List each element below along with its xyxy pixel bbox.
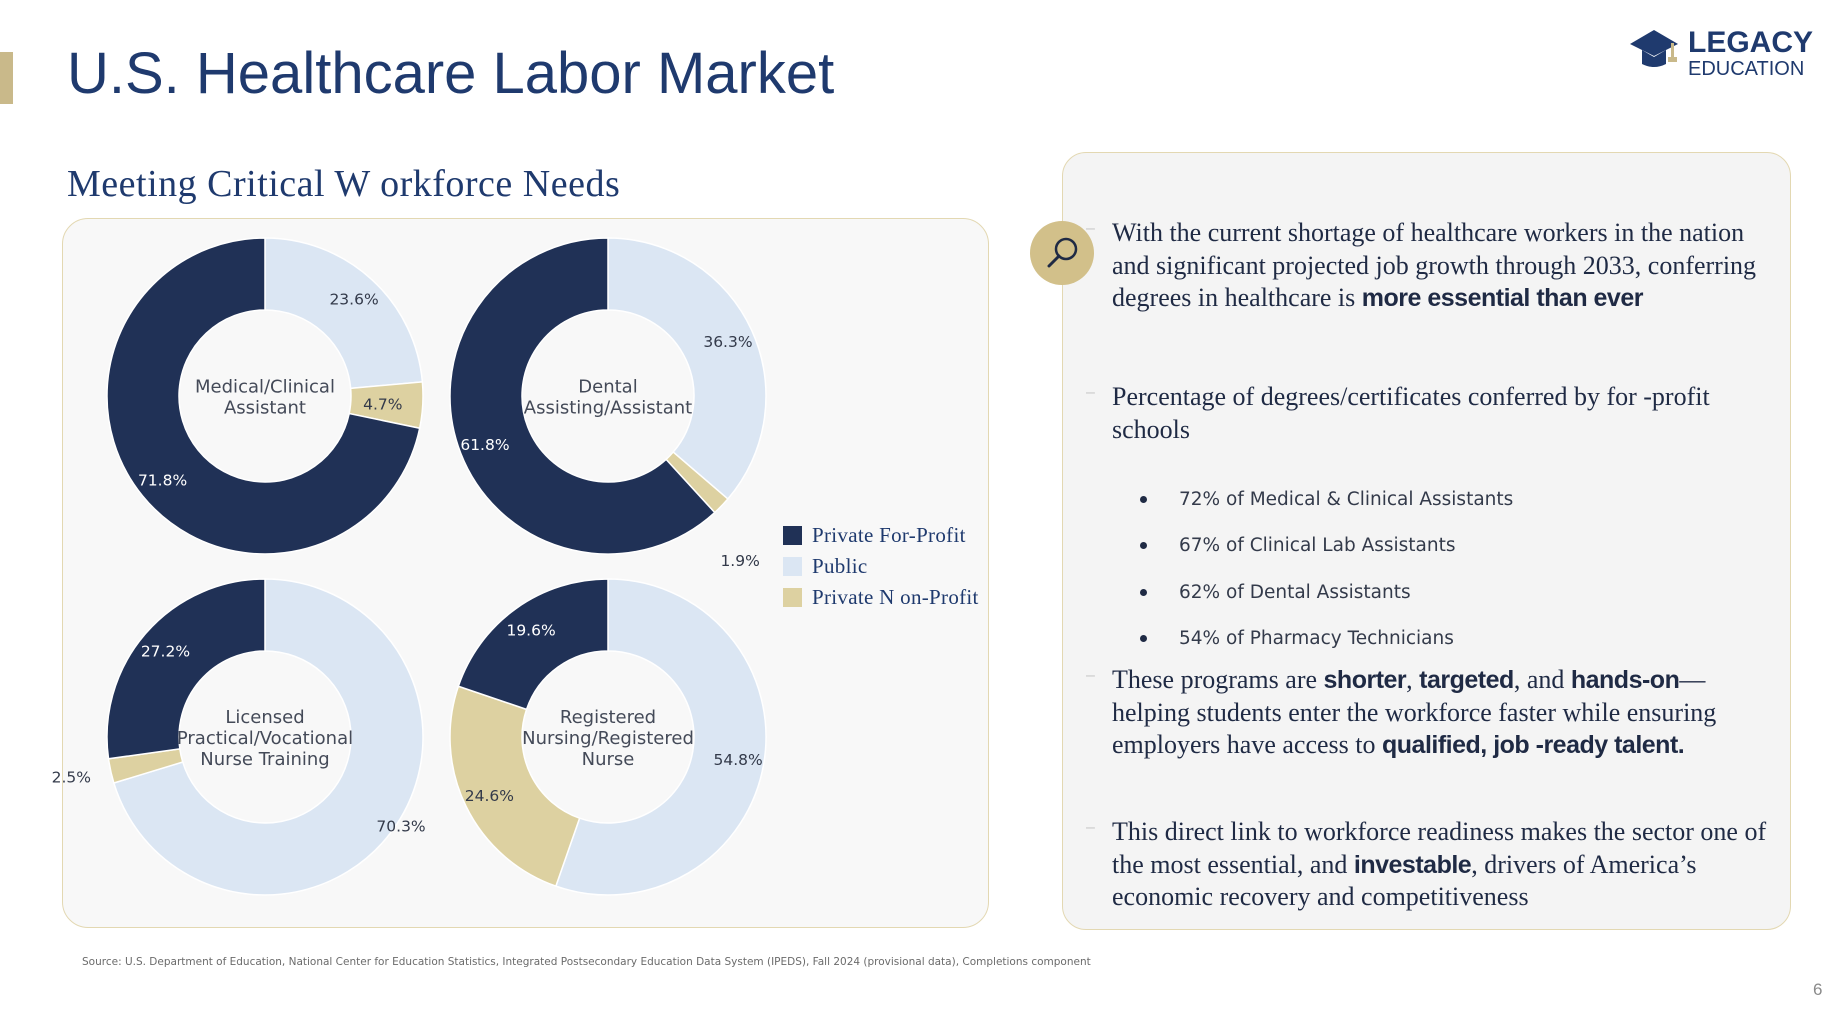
bullet-text: 62% of Dental Assistants	[1179, 581, 1411, 603]
logo-line-1: LEGACY	[1688, 26, 1814, 59]
legend-label: Private N on-Profit	[812, 585, 979, 609]
bullet-dash: –	[1086, 667, 1095, 684]
donut-slice-public	[264, 237, 424, 390]
data-label: 4.7%	[363, 396, 402, 414]
p3-bold: targeted	[1419, 666, 1514, 694]
insight-paragraph-4: This direct link to workforce readiness …	[1112, 816, 1772, 914]
p3-text: — helping students enter the workforce f…	[1112, 665, 1717, 759]
data-label: 61.8%	[460, 436, 509, 454]
bullet-text: 72% of Medical & Clinical Assistants	[1179, 488, 1514, 510]
bullet-text: 67% of Clinical Lab Assistants	[1179, 535, 1456, 557]
data-label: 1.9%	[720, 552, 759, 570]
legend-item-private-for-profit: Private For-Profit	[783, 520, 979, 551]
donut-center-label: Nursing/Registered	[522, 728, 694, 749]
donut-slice-public	[607, 237, 767, 501]
bullet-dash: –	[1086, 819, 1095, 836]
legend-label: Public	[812, 554, 868, 578]
data-label: 2.5%	[52, 769, 91, 787]
donut-center-label: Dental	[578, 377, 637, 398]
p4-bold: investable	[1353, 850, 1472, 879]
p3-bold: qualified, job -ready talent.	[1382, 731, 1685, 759]
donut-slice-public	[112, 578, 424, 896]
donut-center-label: Medical/Clinical	[195, 377, 335, 398]
legend-swatch-navy	[783, 526, 802, 545]
data-label: 70.3%	[376, 818, 425, 836]
list-item: 62% of Dental Assistants	[1140, 569, 1513, 616]
for-profit-bullet-list: 72% of Medical & Clinical Assistants 67%…	[1140, 476, 1513, 662]
p1-text: With the current shortage of healthcare …	[1112, 218, 1757, 312]
donut-slice-public	[554, 578, 767, 896]
title-accent-bar	[0, 52, 13, 104]
legend-item-public: Public	[783, 551, 979, 582]
donut-center-label: Registered	[560, 707, 656, 728]
legacy-education-logo-icon	[1630, 30, 1678, 67]
donut-slice-private-for-profit	[449, 237, 716, 555]
legend-label: Private For-Profit	[812, 523, 966, 547]
p3-bold: hands-on	[1570, 666, 1680, 694]
list-item: 72% of Medical & Clinical Assistants	[1140, 476, 1513, 523]
p3-text: ,	[1406, 665, 1420, 694]
logo-line-2: EDUCATION	[1688, 58, 1805, 80]
data-label: 54.8%	[714, 751, 763, 769]
p3-bold: shorter	[1323, 666, 1407, 694]
donut-center-label: Nurse Training	[200, 749, 329, 770]
p4-text: , drivers of America’s economic recovery…	[1112, 849, 1697, 912]
p1-bold: more essential than ever	[1361, 284, 1644, 312]
logo-wordmark: LEGACY EDUCATION	[1688, 26, 1814, 80]
insight-paragraph-1: With the current shortage of healthcare …	[1112, 217, 1772, 315]
bullet-dot	[1140, 635, 1147, 643]
bullet-dot	[1140, 542, 1147, 550]
bullet-dash: –	[1086, 220, 1095, 237]
donut-center-label: Licensed	[225, 707, 304, 728]
legend-swatch-tan	[783, 588, 802, 607]
data-label: 24.6%	[465, 787, 514, 805]
list-item: 54% of Pharmacy Technicians	[1140, 616, 1513, 663]
donut-slice-private-for-profit	[457, 578, 609, 711]
data-label: 19.6%	[506, 622, 555, 640]
bullet-dot	[1140, 588, 1147, 596]
donut-center-label: Assistant	[224, 398, 306, 419]
legend-swatch-light-blue	[783, 557, 802, 576]
donut-center-label: Nurse	[582, 749, 635, 770]
insight-paragraph-2: Percentage of degrees/certificates confe…	[1112, 382, 1710, 444]
data-label: 71.8%	[138, 471, 187, 489]
p3-text: , and	[1513, 665, 1571, 694]
page-number: 6	[1813, 980, 1823, 999]
magnifier-icon-badge	[1030, 221, 1094, 285]
bullet-dash: –	[1086, 384, 1095, 401]
insight-paragraph-3: These programs are shorter, targeted, an…	[1112, 664, 1772, 762]
bullet-dot	[1140, 495, 1147, 503]
donut-center-label: Assisting/Assistant	[524, 398, 692, 419]
donut-center-label: Practical/Vocational	[177, 728, 353, 749]
data-label: 27.2%	[141, 642, 190, 660]
list-item: 67% of Clinical Lab Assistants	[1140, 523, 1513, 570]
p4-text: This direct link to workforce readiness …	[1112, 817, 1767, 879]
donut-slice-private-for-profit	[106, 237, 421, 555]
chart-legend: Private For-Profit Public Private N on-P…	[783, 520, 979, 613]
insights-panel	[1062, 152, 1791, 930]
source-note: Source: U.S. Department of Education, Na…	[82, 956, 1091, 968]
page-title: U.S. Healthcare Labor Market	[67, 41, 835, 106]
donut-slice-private-non-profit	[449, 685, 581, 888]
bullet-text: 54% of Pharmacy Technicians	[1179, 628, 1454, 650]
legend-item-private-non-profit: Private N on-Profit	[783, 582, 979, 613]
magnifier-icon	[1047, 237, 1078, 268]
section-subtitle: Meeting Critical W orkforce Needs	[67, 163, 621, 205]
data-label: 36.3%	[703, 333, 752, 351]
data-label: 23.6%	[329, 291, 378, 309]
donut-slice-private-for-profit	[106, 578, 266, 760]
p3-text: These programs are	[1112, 665, 1324, 694]
